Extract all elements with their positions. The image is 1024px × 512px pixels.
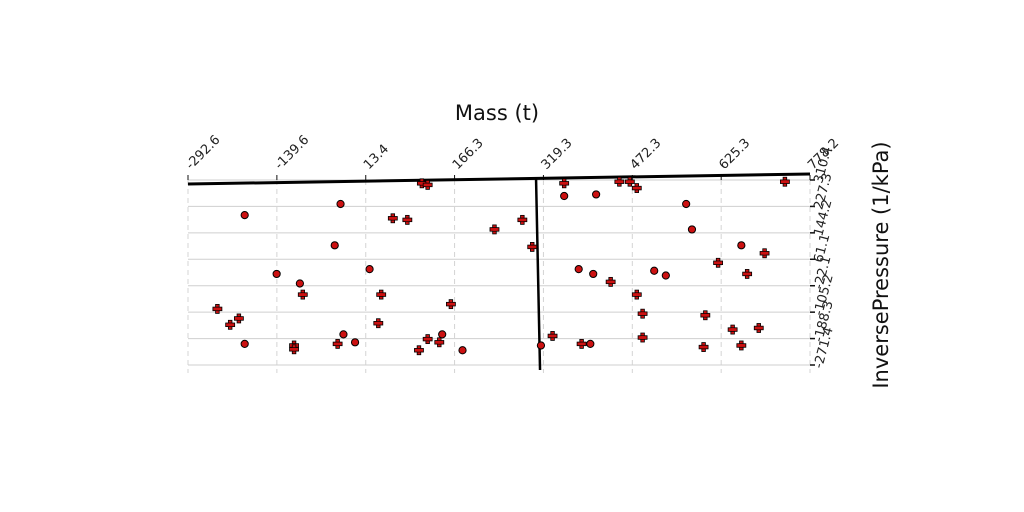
data-point-plus (297, 289, 308, 300)
data-point-circle (350, 338, 360, 347)
data-point-plus (332, 338, 343, 349)
data-point-circle (687, 225, 697, 234)
data-point-circle (295, 279, 304, 288)
data-point-plus (517, 214, 528, 225)
data-point-plus (637, 332, 648, 343)
data-point-plus (527, 242, 538, 252)
data-points (212, 176, 790, 356)
data-point-plus (631, 183, 642, 193)
data-point-plus (422, 179, 433, 190)
grid-lines (187, 179, 811, 373)
data-point-circle (458, 346, 467, 355)
data-point-plus (631, 289, 642, 300)
data-point-circle (589, 269, 598, 279)
data-point-plus (387, 213, 398, 224)
x-tick-label: -292.6 (183, 133, 223, 173)
data-point-circle (240, 339, 249, 348)
data-point-plus (614, 176, 625, 187)
data-point-plus (414, 345, 424, 356)
data-point-plus (727, 324, 738, 335)
data-point-plus (713, 257, 724, 268)
data-point-plus (759, 248, 770, 259)
data-point-circle (336, 199, 345, 209)
data-point-circle (560, 191, 569, 201)
data-point-circle (592, 190, 601, 199)
x-axis-line (187, 172, 811, 186)
data-point-circle (574, 265, 583, 274)
data-point-plus (559, 178, 570, 189)
data-point-plus (434, 337, 445, 348)
data-point-plus (373, 318, 384, 329)
x-tick-label: 472.3 (628, 136, 665, 173)
data-point-plus (736, 340, 747, 351)
data-point-circle (650, 266, 659, 275)
data-point-circle (339, 330, 348, 339)
data-point-plus (547, 331, 558, 341)
data-point-circle (661, 271, 670, 280)
data-point-circle (438, 330, 447, 339)
data-point-circle (586, 339, 595, 348)
data-point-circle (272, 269, 281, 279)
data-point-plus (446, 299, 456, 310)
data-point-plus (637, 308, 648, 319)
data-point-plus (624, 176, 635, 187)
data-point-plus (212, 304, 223, 314)
tick-labels: -292.6 -139.6 13.4 166.3 319.3 472.3 625.3 778.… (183, 133, 842, 370)
data-point-circle (737, 241, 746, 250)
data-point-circle (240, 211, 249, 220)
x-tick-label: 13.4 (361, 142, 392, 173)
data-point-plus (225, 319, 236, 330)
data-point-plus (780, 176, 790, 187)
y-tick-label: 61.1 (811, 232, 833, 264)
data-point-plus (233, 313, 244, 324)
data-point-circle (536, 341, 546, 350)
vertical-reference-line (534, 177, 542, 371)
x-tick-label: 166.3 (450, 136, 487, 173)
x-tick-label: 625.3 (716, 136, 753, 173)
x-tick-label: -139.6 (272, 133, 312, 173)
axes (187, 172, 815, 371)
data-point-circle (330, 241, 339, 250)
data-point-plus (753, 323, 764, 333)
data-point-plus (489, 224, 500, 235)
data-point-plus (698, 342, 709, 352)
y-axis-title: InversePressure (1/kPa) (869, 141, 893, 388)
x-axis-title: Mass (t) (455, 101, 539, 125)
data-point-plus (422, 334, 433, 345)
data-point-plus (700, 310, 711, 321)
data-point-plus (742, 269, 753, 279)
data-point-circle (682, 199, 691, 209)
data-point-plus (376, 289, 387, 300)
data-point-plus (402, 214, 413, 225)
data-point-plus (605, 276, 616, 287)
data-point-plus (289, 344, 299, 355)
data-point-plus (576, 338, 587, 349)
x-tick-label: 319.3 (539, 136, 576, 173)
data-point-circle (365, 265, 374, 274)
